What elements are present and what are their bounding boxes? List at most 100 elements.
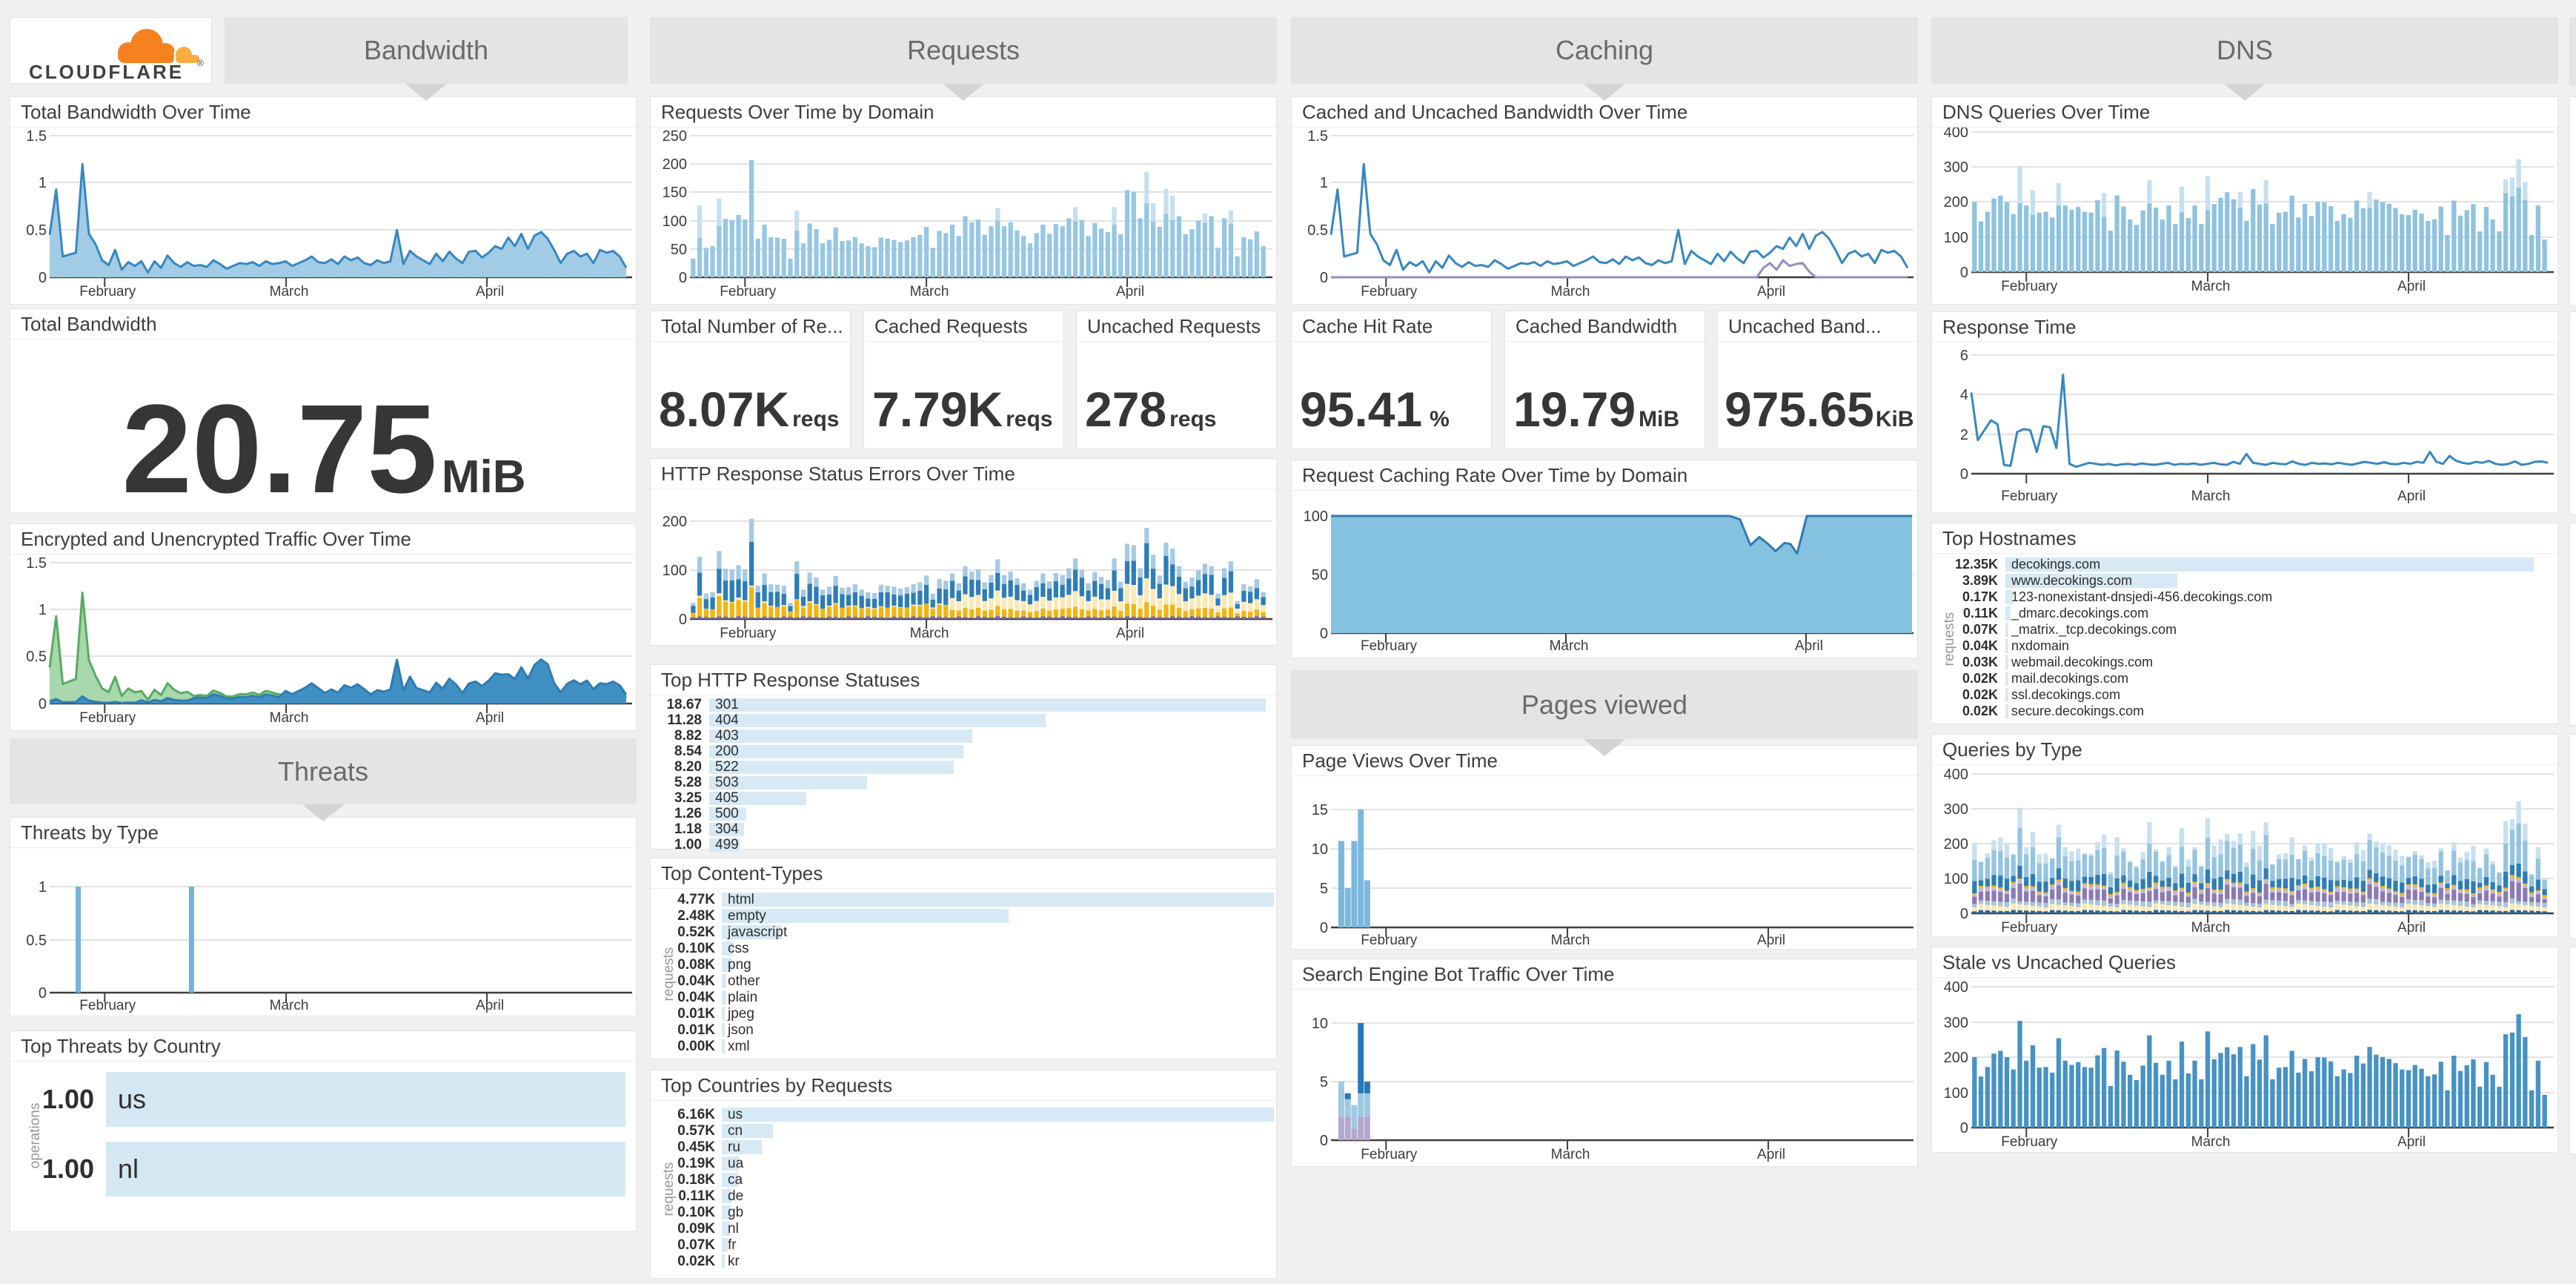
svg-text:March: March (2191, 279, 2231, 294)
svg-text:50: 50 (1312, 567, 1328, 583)
svg-text:100: 100 (1304, 509, 1328, 525)
svg-text:March: March (2191, 489, 2231, 504)
svg-text:0: 0 (1320, 920, 1328, 936)
svg-text:April: April (1757, 1147, 1785, 1162)
svg-text:CLOUDFLARE: CLOUDFLARE (29, 61, 184, 83)
svg-text:April: April (476, 710, 504, 726)
svg-text:1: 1 (39, 175, 47, 191)
svg-text:April: April (476, 284, 504, 300)
svg-text:200: 200 (1944, 1050, 1968, 1066)
svg-text:5: 5 (1320, 881, 1328, 897)
svg-text:April: April (476, 998, 504, 1013)
svg-text:4: 4 (1960, 387, 1968, 403)
svg-text:0: 0 (1960, 1120, 1968, 1136)
svg-text:5: 5 (1320, 1074, 1328, 1091)
svg-text:1: 1 (39, 879, 47, 896)
svg-text:March: March (2191, 920, 2231, 936)
svg-text:April: April (2397, 489, 2426, 504)
svg-text:100: 100 (1944, 230, 1968, 246)
svg-text:1: 1 (39, 602, 47, 618)
svg-text:March: March (1550, 638, 1589, 654)
svg-text:100: 100 (1944, 1085, 1968, 1102)
svg-text:0: 0 (39, 270, 47, 286)
svg-text:10: 10 (1312, 1016, 1328, 1032)
svg-text:0: 0 (1320, 1133, 1328, 1149)
svg-text:400: 400 (1944, 128, 1968, 141)
svg-text:February: February (2001, 920, 2058, 936)
svg-text:February: February (2001, 279, 2058, 294)
svg-text:April: April (1757, 284, 1785, 300)
svg-text:0: 0 (1320, 270, 1328, 286)
svg-text:0: 0 (679, 270, 687, 286)
svg-text:February: February (1361, 284, 1418, 300)
svg-text:1.5: 1.5 (26, 555, 47, 572)
svg-text:February: February (79, 710, 136, 726)
svg-text:2: 2 (1960, 427, 1968, 443)
svg-text:March: March (1551, 284, 1590, 300)
svg-text:300: 300 (1944, 1015, 1968, 1031)
svg-text:0: 0 (1320, 626, 1328, 642)
svg-text:April: April (2397, 1134, 2426, 1150)
svg-text:April: April (1757, 933, 1785, 948)
svg-text:200: 200 (1944, 194, 1968, 211)
svg-text:6: 6 (1960, 348, 1968, 364)
svg-text:0: 0 (679, 612, 687, 628)
svg-text:10: 10 (1312, 841, 1328, 858)
svg-text:April: April (2397, 279, 2426, 294)
svg-text:100: 100 (1944, 871, 1968, 887)
svg-text:March: March (1551, 1147, 1590, 1162)
svg-text:February: February (79, 998, 136, 1013)
svg-text:February: February (2001, 1134, 2058, 1150)
svg-text:February: February (1361, 933, 1418, 948)
svg-text:300: 300 (1944, 159, 1968, 176)
svg-text:April: April (2397, 920, 2426, 936)
svg-text:0: 0 (39, 696, 47, 712)
svg-text:200: 200 (663, 514, 687, 530)
svg-text:February: February (720, 284, 777, 300)
svg-text:0.5: 0.5 (26, 649, 47, 665)
svg-text:March: March (1551, 933, 1590, 948)
svg-text:300: 300 (1944, 801, 1968, 818)
svg-text:975.65KiB: 975.65KiB (1724, 382, 1914, 437)
svg-text:February: February (720, 626, 777, 641)
svg-text:0.5: 0.5 (1307, 222, 1328, 239)
svg-text:15: 15 (1312, 802, 1328, 818)
svg-text:1.5: 1.5 (1307, 128, 1328, 145)
svg-text:400: 400 (1944, 767, 1968, 783)
svg-text:100: 100 (663, 214, 687, 230)
svg-text:March: March (270, 998, 309, 1013)
svg-text:March: March (2191, 1134, 2231, 1150)
svg-text:0: 0 (1960, 466, 1968, 483)
svg-text:20.75MiB: 20.75MiB (122, 379, 525, 513)
svg-text:150: 150 (663, 185, 687, 201)
svg-text:1: 1 (1320, 175, 1328, 191)
svg-text:0: 0 (39, 985, 47, 1002)
svg-text:February: February (1361, 1147, 1418, 1162)
svg-text:100: 100 (663, 563, 687, 579)
svg-text:0.5: 0.5 (26, 933, 47, 949)
svg-text:250: 250 (663, 128, 687, 145)
svg-text:February: February (79, 284, 136, 300)
svg-text:0: 0 (1960, 906, 1968, 922)
svg-text:0.5: 0.5 (26, 222, 47, 239)
svg-text:March: March (270, 710, 309, 726)
svg-text:March: March (910, 284, 949, 300)
svg-text:March: March (270, 284, 309, 300)
svg-text:February: February (1361, 638, 1418, 654)
svg-text:400: 400 (1944, 979, 1968, 996)
svg-text:200: 200 (1944, 836, 1968, 853)
svg-text:95.41%: 95.41% (1300, 382, 1450, 437)
svg-text:1.5: 1.5 (26, 128, 47, 145)
svg-text:April: April (1116, 284, 1144, 300)
svg-text:March: March (910, 626, 949, 641)
svg-text:April: April (1116, 626, 1144, 641)
svg-text:200: 200 (663, 156, 687, 173)
svg-text:0: 0 (1960, 265, 1968, 281)
svg-text:50: 50 (671, 242, 687, 258)
svg-text:®: ® (197, 58, 204, 68)
svg-text:April: April (1795, 638, 1823, 654)
